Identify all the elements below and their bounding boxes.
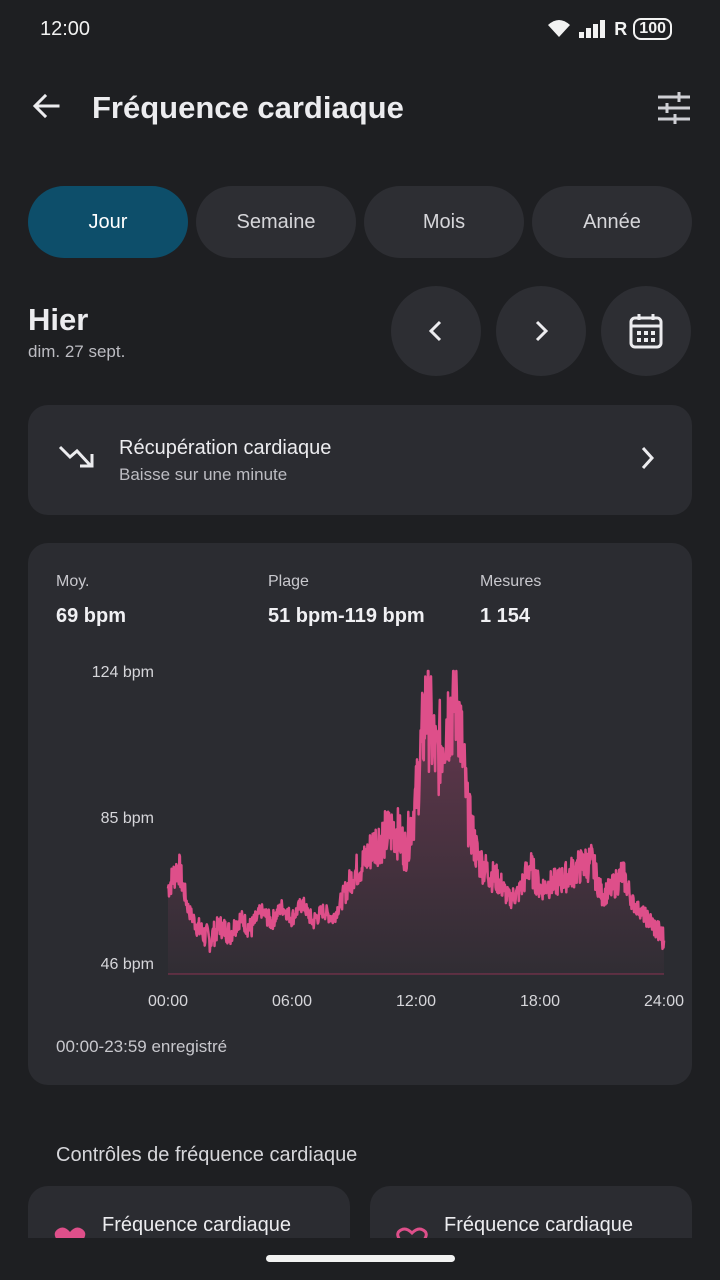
tab-day[interactable]: Jour — [28, 186, 188, 258]
previous-day-button[interactable] — [391, 286, 481, 376]
arrow-left-icon — [32, 93, 60, 119]
roaming-indicator: R — [614, 18, 628, 39]
chevron-left-icon — [428, 320, 442, 342]
status-time: 12:00 — [40, 18, 91, 40]
status-icons: R 100 — [546, 18, 672, 40]
controls-section-title: Contrôles de fréquence cardiaque — [56, 1144, 358, 1166]
stat-average-label: Moy. — [56, 573, 90, 590]
control-card-title: Fréquence cardiaque — [102, 1214, 292, 1236]
app-bar: Fréquence cardiaque — [0, 70, 720, 146]
stat-range-value: 51 bpm-119 bpm — [268, 605, 425, 627]
period-tabs: Jour Semaine Mois Année — [28, 186, 692, 258]
status-bar: 12:00 R 100 — [0, 0, 720, 60]
recovery-subtitle: Baisse sur une minute — [119, 465, 288, 484]
back-button[interactable] — [24, 84, 68, 128]
recovery-title: Récupération cardiaque — [119, 437, 332, 459]
signal-icon — [579, 20, 606, 38]
y-tick-label: 85 bpm — [101, 810, 154, 827]
trending-down-icon — [58, 445, 94, 468]
control-card-title: Fréquence cardiaque — [444, 1214, 634, 1236]
chevron-right-icon — [535, 320, 549, 342]
stat-range-label: Plage — [268, 573, 309, 590]
heart-rate-line-chart: 124 bpm 85 bpm 46 bpm 00:00 06:00 12:00 18:00… — [92, 664, 684, 1010]
heart-rate-series-line — [166, 669, 666, 954]
home-indicator[interactable] — [266, 1255, 455, 1262]
next-day-button[interactable] — [496, 286, 586, 376]
stat-count-label: Mesures — [480, 573, 542, 590]
control-card-heart-rate[interactable]: Fréquence cardiaque — [28, 1186, 350, 1246]
stat-count: Mesures 1 154 — [480, 573, 541, 628]
x-tick-label: 00:00 — [148, 993, 188, 1010]
y-tick-label: 124 bpm — [92, 664, 154, 681]
battery-indicator: 100 — [633, 18, 672, 40]
x-tick-label: 24:00 — [644, 993, 684, 1010]
stat-count-value: 1 154 — [480, 605, 531, 627]
calendar-icon — [629, 314, 663, 349]
heart-rate-area — [168, 671, 664, 974]
wifi-icon — [548, 20, 571, 37]
date-title: Hier — [28, 302, 89, 337]
heart-rate-chart-card: Moy. 69 bpm Plage 51 bpm-119 bpm Mesures… — [28, 543, 692, 1085]
stat-average: Moy. 69 bpm — [56, 573, 126, 628]
x-tick-label: 18:00 — [520, 993, 560, 1010]
chevron-right-icon — [641, 446, 655, 470]
calendar-button[interactable] — [601, 286, 691, 376]
x-tick-label: 06:00 — [272, 993, 312, 1010]
tab-week[interactable]: Semaine — [196, 186, 356, 258]
y-tick-label: 46 bpm — [101, 956, 154, 973]
recorded-range: 00:00-23:59 enregistré — [56, 1037, 228, 1056]
date-subtitle: dim. 27 sept. — [28, 342, 126, 361]
stat-range: Plage 51 bpm-119 bpm — [268, 573, 425, 628]
filter-button[interactable] — [652, 86, 696, 130]
tab-year[interactable]: Année — [532, 186, 692, 258]
heart-outline-icon — [396, 1227, 428, 1246]
heart-recovery-card[interactable]: Récupération cardiaque Baisse sur une mi… — [28, 405, 692, 515]
tab-month[interactable]: Mois — [364, 186, 524, 258]
control-card-heart-rate-outline[interactable]: Fréquence cardiaque — [370, 1186, 692, 1246]
tune-icon — [658, 92, 690, 124]
stat-average-value: 69 bpm — [56, 605, 127, 627]
x-tick-label: 12:00 — [396, 993, 436, 1010]
page-title: Fréquence cardiaque — [92, 90, 404, 125]
